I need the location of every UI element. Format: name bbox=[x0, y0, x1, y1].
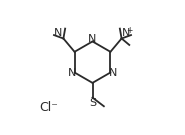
Text: N: N bbox=[88, 34, 97, 44]
Text: N: N bbox=[54, 28, 63, 38]
Text: +: + bbox=[126, 26, 132, 35]
Text: S: S bbox=[89, 98, 96, 108]
Text: N: N bbox=[68, 68, 76, 78]
Text: N: N bbox=[109, 68, 117, 78]
Text: N: N bbox=[122, 28, 131, 38]
Text: Cl⁻: Cl⁻ bbox=[39, 101, 58, 114]
